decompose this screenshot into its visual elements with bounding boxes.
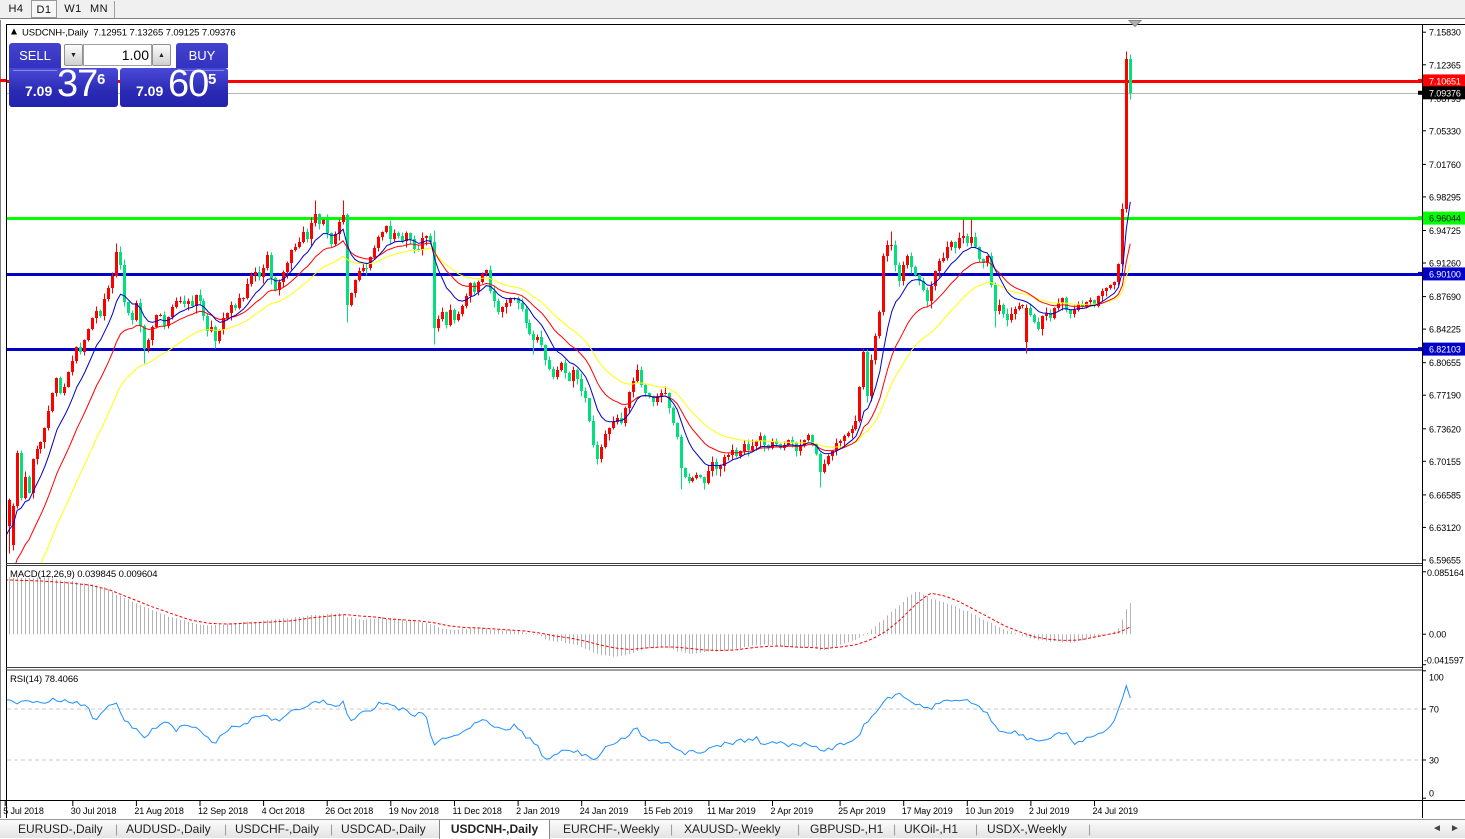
svg-text:6.70155: 6.70155 bbox=[1429, 457, 1461, 467]
svg-text:6.66585: 6.66585 bbox=[1429, 490, 1461, 500]
svg-text:6.82103: 6.82103 bbox=[1429, 345, 1461, 355]
svg-text:4 Oct 2018: 4 Oct 2018 bbox=[262, 806, 305, 816]
svg-text:7.01760: 7.01760 bbox=[1429, 160, 1461, 170]
svg-text:6.87690: 6.87690 bbox=[1429, 292, 1461, 302]
svg-text:6.90100: 6.90100 bbox=[1429, 269, 1461, 279]
svg-text:11 Dec 2018: 11 Dec 2018 bbox=[453, 806, 502, 816]
svg-text:5 Jul 2018: 5 Jul 2018 bbox=[3, 806, 44, 816]
svg-text:6.73620: 6.73620 bbox=[1429, 424, 1461, 434]
svg-text:6.91260: 6.91260 bbox=[1429, 259, 1461, 269]
svg-text:RSI(14) 78.4066: RSI(14) 78.4066 bbox=[10, 674, 78, 685]
svg-text:24 Jan 2019: 24 Jan 2019 bbox=[580, 806, 629, 816]
svg-text:MACD(12,26,9) 0.039845 0.00960: MACD(12,26,9) 0.039845 0.009604 bbox=[10, 569, 157, 580]
svg-text:6.80655: 6.80655 bbox=[1429, 358, 1461, 368]
svg-text:70: 70 bbox=[1429, 705, 1439, 715]
svg-text:-0.041597: -0.041597 bbox=[1424, 656, 1464, 666]
svg-text:100: 100 bbox=[1429, 673, 1444, 683]
svg-text:0.085164: 0.085164 bbox=[1427, 568, 1464, 578]
svg-text:11 Mar 2019: 11 Mar 2019 bbox=[707, 806, 756, 816]
svg-text:6.94725: 6.94725 bbox=[1429, 226, 1461, 236]
svg-text:6.84225: 6.84225 bbox=[1429, 325, 1461, 335]
svg-text:0.00: 0.00 bbox=[1429, 630, 1446, 640]
svg-text:17 May 2019: 17 May 2019 bbox=[902, 806, 953, 816]
svg-text:25 Apr 2019: 25 Apr 2019 bbox=[838, 806, 886, 816]
svg-text:6.77190: 6.77190 bbox=[1429, 391, 1461, 401]
svg-text:6.98295: 6.98295 bbox=[1429, 192, 1461, 202]
svg-text:6.63120: 6.63120 bbox=[1429, 523, 1461, 533]
svg-text:7.10651: 7.10651 bbox=[1429, 76, 1461, 86]
svg-text:10 Jun 2019: 10 Jun 2019 bbox=[965, 806, 1014, 816]
svg-text:30: 30 bbox=[1429, 756, 1439, 766]
svg-text:2 Jan 2019: 2 Jan 2019 bbox=[516, 806, 560, 816]
svg-text:15 Feb 2019: 15 Feb 2019 bbox=[643, 806, 693, 816]
svg-text:2 Jul 2019: 2 Jul 2019 bbox=[1029, 806, 1070, 816]
svg-text:6.96044: 6.96044 bbox=[1429, 214, 1461, 224]
svg-text:2 Apr 2019: 2 Apr 2019 bbox=[771, 806, 814, 816]
svg-text:24 Jul 2019: 24 Jul 2019 bbox=[1093, 806, 1139, 816]
svg-text:7.05330: 7.05330 bbox=[1429, 126, 1461, 136]
svg-text:21 Aug 2018: 21 Aug 2018 bbox=[134, 806, 184, 816]
svg-text:7.12365: 7.12365 bbox=[1429, 60, 1461, 70]
svg-text:12 Sep 2018: 12 Sep 2018 bbox=[198, 806, 248, 816]
svg-text:7.09376: 7.09376 bbox=[1429, 88, 1461, 98]
svg-text:30 Jul 2018: 30 Jul 2018 bbox=[71, 806, 117, 816]
svg-text:19 Nov 2018: 19 Nov 2018 bbox=[389, 806, 439, 816]
svg-text:0: 0 bbox=[1429, 789, 1434, 799]
svg-text:USDCNH-,Daily 7.12951 7.13265: USDCNH-,Daily 7.12951 7.13265 7.09125 7.… bbox=[22, 28, 236, 39]
svg-text:7.15830: 7.15830 bbox=[1429, 28, 1461, 38]
svg-text:6.59655: 6.59655 bbox=[1429, 556, 1461, 566]
svg-text:26 Oct 2018: 26 Oct 2018 bbox=[325, 806, 373, 816]
